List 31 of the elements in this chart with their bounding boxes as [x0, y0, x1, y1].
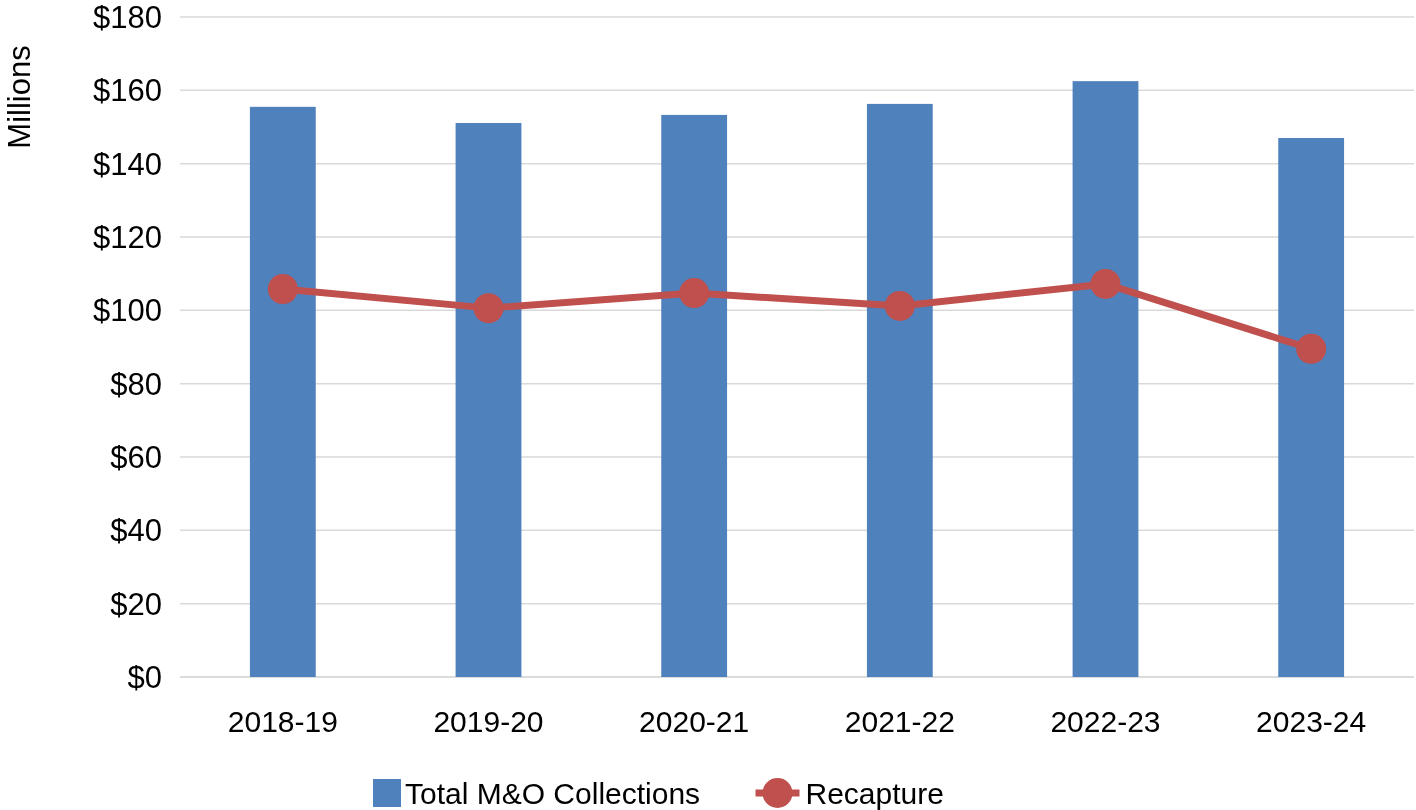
x-tick-label: 2022-23 [1050, 705, 1161, 738]
x-tick-label: 2021-22 [844, 705, 955, 738]
y-tick-label: $20 [110, 586, 162, 622]
point [473, 293, 504, 324]
x-tick-label: 2023-24 [1256, 705, 1367, 738]
bar [1072, 81, 1139, 677]
y-tick-label: $140 [93, 146, 162, 182]
point [884, 290, 915, 321]
legend-label: Total M&O Collections [405, 776, 701, 810]
bar [661, 114, 728, 677]
bar [455, 122, 522, 677]
bar [1278, 138, 1345, 677]
y-tick-label: $0 [127, 659, 162, 695]
y-tick-label: $160 [93, 73, 162, 109]
legend-label: Recapture [805, 776, 944, 810]
y-axis-title: Millions [2, 45, 37, 149]
x-tick-label: 2019-20 [433, 705, 544, 738]
y-tick-label: $60 [110, 439, 162, 475]
bar [866, 103, 933, 677]
point [1296, 333, 1327, 364]
x-tick-label: 2020-21 [639, 705, 750, 738]
y-tick-label: $80 [110, 366, 162, 402]
point [1090, 268, 1121, 299]
y-tick-label: $100 [93, 293, 162, 329]
point [267, 274, 298, 305]
point [679, 278, 710, 309]
y-tick-label: $40 [110, 513, 162, 549]
bar [249, 106, 316, 677]
x-tick-label: 2018-19 [227, 705, 338, 738]
y-tick-label: $120 [93, 219, 162, 255]
y-tick-label: $180 [93, 0, 162, 35]
